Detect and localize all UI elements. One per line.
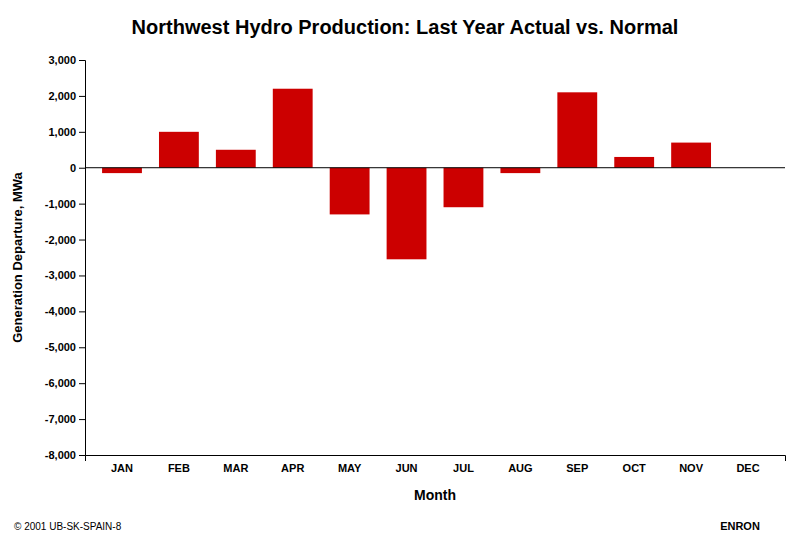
tick-mark bbox=[79, 311, 85, 312]
tick-label: -7,000 bbox=[45, 413, 76, 425]
bar bbox=[557, 92, 597, 167]
y-tick: -6,000 bbox=[45, 377, 85, 389]
y-tick: -4,000 bbox=[45, 305, 85, 317]
bar bbox=[671, 143, 711, 168]
bar bbox=[159, 132, 199, 168]
tick-label: MAY bbox=[338, 462, 362, 474]
zero-line bbox=[85, 167, 785, 168]
tick-label: OCT bbox=[623, 462, 647, 474]
x-tick: DEC bbox=[736, 462, 759, 474]
tick-mark bbox=[79, 60, 85, 61]
x-tick: AUG bbox=[508, 462, 532, 474]
y-tick: 0 bbox=[70, 162, 85, 174]
bars bbox=[85, 89, 785, 260]
chart: 3,000 2,000 1,000 0 -1,000 -2,000 -3,000 -4,000… bbox=[0, 0, 810, 540]
axis-line bbox=[86, 456, 786, 462]
tick-mark bbox=[79, 240, 85, 241]
y-tick: 3,000 bbox=[48, 54, 85, 66]
tick-label: -4,000 bbox=[45, 305, 76, 317]
x-axis-title: Month bbox=[414, 487, 456, 503]
tick-label: JUL bbox=[453, 462, 474, 474]
tick-mark bbox=[79, 168, 85, 169]
tick-label: -8,000 bbox=[45, 449, 76, 461]
y-axis: 3,000 2,000 1,000 0 -1,000 -2,000 -3,000 -4,000… bbox=[45, 54, 86, 461]
y-tick: -5,000 bbox=[45, 341, 85, 353]
y-tick: -3,000 bbox=[45, 269, 85, 281]
tick-label: AUG bbox=[508, 462, 532, 474]
tick-label: -6,000 bbox=[45, 377, 76, 389]
tick-mark bbox=[79, 419, 85, 420]
tick-label: APR bbox=[281, 462, 304, 474]
tick-label: -3,000 bbox=[45, 269, 76, 281]
tick-label: 0 bbox=[70, 162, 76, 174]
tick-label: 2,000 bbox=[48, 90, 76, 102]
tick-label: MAR bbox=[223, 462, 248, 474]
axis-line bbox=[79, 61, 86, 456]
tick-label: 3,000 bbox=[48, 54, 76, 66]
y-tick: 1,000 bbox=[48, 126, 85, 138]
x-tick: JUN bbox=[396, 462, 418, 474]
y-tick: -7,000 bbox=[45, 413, 85, 425]
y-tick: -1,000 bbox=[45, 198, 85, 210]
tick-label: DEC bbox=[736, 462, 759, 474]
tick-label: 1,000 bbox=[48, 126, 76, 138]
plot: 3,000 2,000 1,000 0 -1,000 -2,000 -3,000 -4,000… bbox=[45, 54, 786, 474]
y-axis-title: Generation Departure, MWa bbox=[10, 171, 25, 342]
x-tick: NOV bbox=[679, 462, 704, 474]
logo-text: ENRON bbox=[720, 520, 760, 532]
x-tick: FEB bbox=[168, 462, 190, 474]
x-tick: SEP bbox=[566, 462, 588, 474]
tick-label: FEB bbox=[168, 462, 190, 474]
y-tick: -2,000 bbox=[45, 234, 85, 246]
bar bbox=[102, 168, 142, 173]
x-tick: APR bbox=[281, 462, 304, 474]
tick-label: NOV bbox=[679, 462, 704, 474]
tick-label: -2,000 bbox=[45, 234, 76, 246]
bar bbox=[444, 168, 484, 208]
x-axis: JAN FEB MAR APR MAY JUN JUL AUG SEP OCT NOV DEC bbox=[86, 456, 786, 474]
tick-label: JAN bbox=[111, 462, 133, 474]
x-tick: MAY bbox=[338, 462, 362, 474]
bar bbox=[500, 168, 540, 173]
tick-mark bbox=[79, 383, 85, 384]
x-tick: JAN bbox=[111, 462, 133, 474]
bar bbox=[614, 157, 654, 168]
tick-label: SEP bbox=[566, 462, 588, 474]
tick-mark bbox=[79, 347, 85, 348]
copyright: © 2001 UB-SK-SPAIN-8 bbox=[14, 521, 122, 532]
x-tick: OCT bbox=[623, 462, 647, 474]
x-tick: MAR bbox=[223, 462, 248, 474]
y-tick: 2,000 bbox=[48, 90, 85, 102]
bar bbox=[273, 89, 313, 168]
bar bbox=[330, 168, 370, 215]
tick-mark bbox=[79, 275, 85, 276]
tick-mark bbox=[79, 96, 85, 97]
tick-label: -5,000 bbox=[45, 341, 76, 353]
title: Northwest Hydro Production: Last Year Ac… bbox=[132, 16, 679, 38]
tick-label: JUN bbox=[396, 462, 418, 474]
y-tick: -8,000 bbox=[45, 449, 85, 461]
tick-mark bbox=[79, 132, 85, 133]
bar bbox=[387, 168, 427, 260]
tick-label: -1,000 bbox=[45, 198, 76, 210]
tick-mark bbox=[79, 455, 85, 456]
bar bbox=[216, 150, 256, 168]
tick-mark bbox=[79, 204, 85, 205]
x-tick: JUL bbox=[453, 462, 474, 474]
